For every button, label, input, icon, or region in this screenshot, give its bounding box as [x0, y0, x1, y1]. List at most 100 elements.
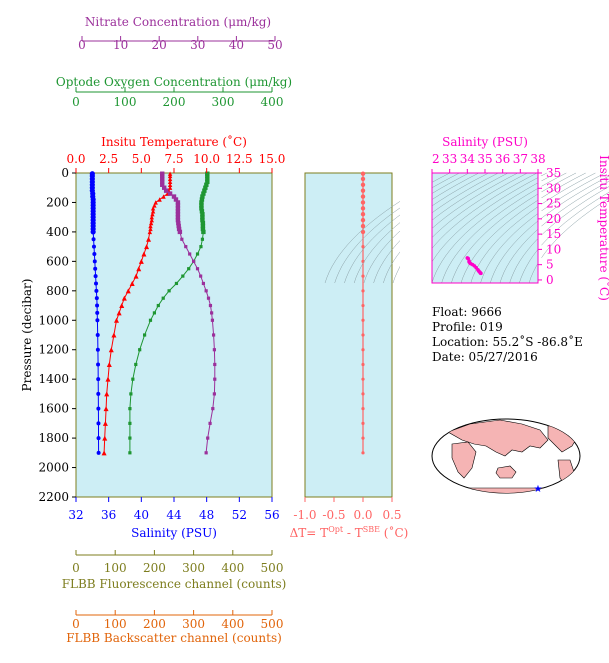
- map-greenland: [573, 421, 580, 433]
- salinity-point: [96, 391, 101, 396]
- oxygen-point: [131, 377, 135, 381]
- temperature-point: [147, 229, 153, 235]
- temperature-point: [148, 226, 153, 232]
- temperature-point: [167, 179, 173, 185]
- ts-mask-right: [538, 176, 542, 286]
- temperature-tick-label: 5.0: [132, 152, 151, 166]
- nitrate-point: [212, 392, 216, 396]
- salinity-tick-label: 36: [101, 508, 116, 522]
- nitrate-point: [211, 333, 216, 337]
- map-asia-europe: [447, 419, 549, 457]
- nitrate-tick-label: 20: [152, 38, 167, 52]
- delta-t-point: [360, 182, 366, 187]
- oxygen-point: [200, 217, 205, 223]
- nitrate-point: [173, 197, 179, 202]
- salinity-point: [95, 347, 100, 352]
- delta-t-point: [361, 289, 365, 293]
- salinity-tick-label: 40: [134, 508, 149, 522]
- temperature-point: [111, 332, 117, 338]
- delta-t-point: [360, 176, 366, 182]
- oxygen-point: [199, 203, 204, 208]
- delta-t-point: [361, 245, 365, 249]
- density-contour: [451, 172, 577, 284]
- oxygen-tick-label: 300: [212, 95, 235, 109]
- oxygen-point: [128, 436, 132, 440]
- ts-mask-bottom: [430, 283, 542, 302]
- map-africa: [451, 441, 477, 479]
- oxygen-point: [200, 223, 206, 229]
- salinity-point: [92, 252, 97, 256]
- oxygen-point: [203, 185, 208, 190]
- nitrate-point: [201, 281, 205, 286]
- ts-temperature-tick-label: 30: [546, 181, 561, 195]
- temperature-point: [119, 303, 125, 309]
- backscatter-tick-label: 500: [261, 617, 284, 631]
- oxygen-point: [187, 267, 191, 271]
- pressure-axis-title: Pressure (decibar): [20, 279, 34, 392]
- oxygen-point: [200, 220, 206, 226]
- date-label: Date: 05/27/2016: [432, 350, 538, 364]
- temperature-tick-label: 12.5: [226, 152, 253, 166]
- oxygen-point: [148, 318, 153, 322]
- nitrate-axis-title: Nitrate Concentration (μm/kg): [85, 15, 271, 29]
- nitrate-point: [176, 226, 182, 232]
- temperature-point: [103, 406, 109, 412]
- delta-tick-label: -0.5: [322, 508, 345, 522]
- salinity-point: [94, 281, 99, 286]
- delta-t-point: [361, 377, 365, 381]
- temperature-point: [102, 420, 108, 426]
- nitrate-point: [192, 259, 196, 263]
- nitrate-point: [176, 220, 181, 226]
- salinity-tick-label: 48: [199, 508, 214, 522]
- nitrate-point: [208, 421, 212, 425]
- ts-salinity-tick-label: 37: [513, 152, 528, 166]
- density-contour: [470, 172, 596, 284]
- salinity-point: [94, 296, 99, 301]
- nitrate-tick-label: 0: [78, 38, 86, 52]
- density-contour: [431, 172, 557, 284]
- delta-tick-label: 0.5: [382, 508, 401, 522]
- ts-salinity-tick-label: 35: [477, 152, 492, 166]
- profile-number-label: Profile: 019: [432, 320, 503, 334]
- temperature-point: [133, 273, 139, 279]
- fluorescence-tick-label: 0: [72, 561, 80, 575]
- oxygen-point: [205, 171, 210, 176]
- ts-salinity-tick-label: 33: [442, 152, 457, 166]
- temperature-point: [101, 450, 107, 456]
- temperature-point: [149, 217, 154, 223]
- pressure-tick-label: 800: [46, 284, 69, 298]
- salinity-axis-title: Salinity (PSU): [131, 526, 217, 540]
- oxygen-point: [128, 407, 132, 411]
- temperature-point: [108, 347, 114, 353]
- temperature-point: [167, 176, 173, 182]
- backscatter-tick-label: 400: [221, 617, 244, 631]
- nitrate-point: [175, 206, 181, 211]
- pressure-tick-label: 1800: [38, 431, 69, 445]
- temperature-point: [148, 220, 154, 226]
- delta-t-point: [361, 436, 365, 440]
- temperature-tick-label: 7.5: [164, 152, 183, 166]
- temperature-tick-label: 15.0: [259, 152, 286, 166]
- pressure-tick-label: 1000: [38, 313, 69, 327]
- temperature-point: [106, 361, 112, 367]
- nitrate-tick-label: 50: [267, 38, 282, 52]
- oxygen-point: [161, 296, 165, 300]
- oxygen-tick-label: 100: [114, 95, 137, 109]
- delta-tick-label: -1.0: [293, 508, 316, 522]
- nitrate-point: [175, 212, 181, 217]
- delta-t-point: [361, 303, 365, 308]
- oxygen-point: [200, 212, 205, 217]
- temperature-point: [116, 310, 122, 316]
- delta-t-point: [361, 333, 365, 337]
- ts-temperature-axis-title: Insitu Temperature (˚C): [597, 155, 609, 301]
- nitrate-point: [195, 267, 200, 271]
- nitrate-point: [208, 303, 213, 308]
- temperature-point: [138, 258, 144, 264]
- salinity-point: [94, 288, 99, 293]
- fluorescence-axis-title: FLBB Fluorescence channel (counts): [62, 577, 287, 591]
- delta-t-point: [361, 274, 365, 278]
- temperature-tick-label: 0.0: [66, 152, 85, 166]
- nitrate-point: [160, 171, 165, 176]
- temperature-point: [150, 212, 155, 217]
- salinity-tick-label: 44: [166, 508, 182, 522]
